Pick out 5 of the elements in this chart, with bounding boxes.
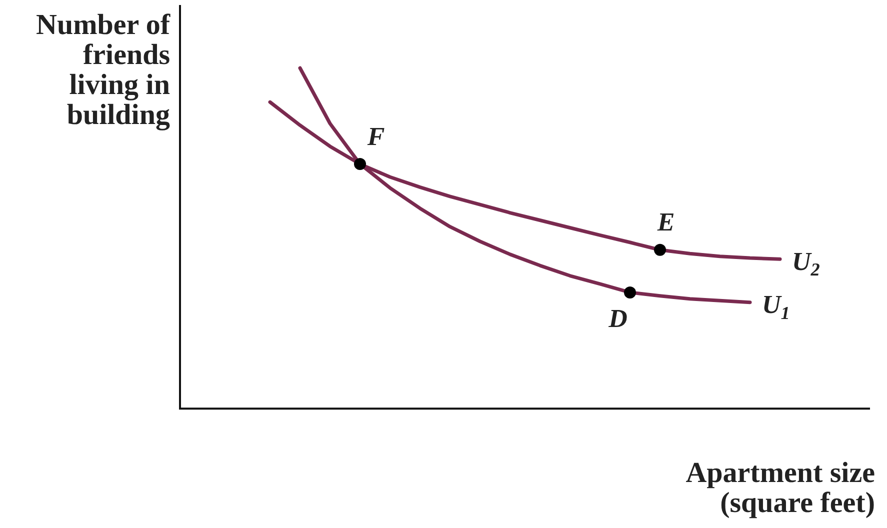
annotation: D xyxy=(608,304,628,334)
x-axis-title: Apartment size (square feet) xyxy=(684,457,875,519)
annotation: F xyxy=(366,122,385,151)
annotation: E xyxy=(656,208,675,237)
y-axis-title: Number of friends living in building xyxy=(35,9,170,131)
